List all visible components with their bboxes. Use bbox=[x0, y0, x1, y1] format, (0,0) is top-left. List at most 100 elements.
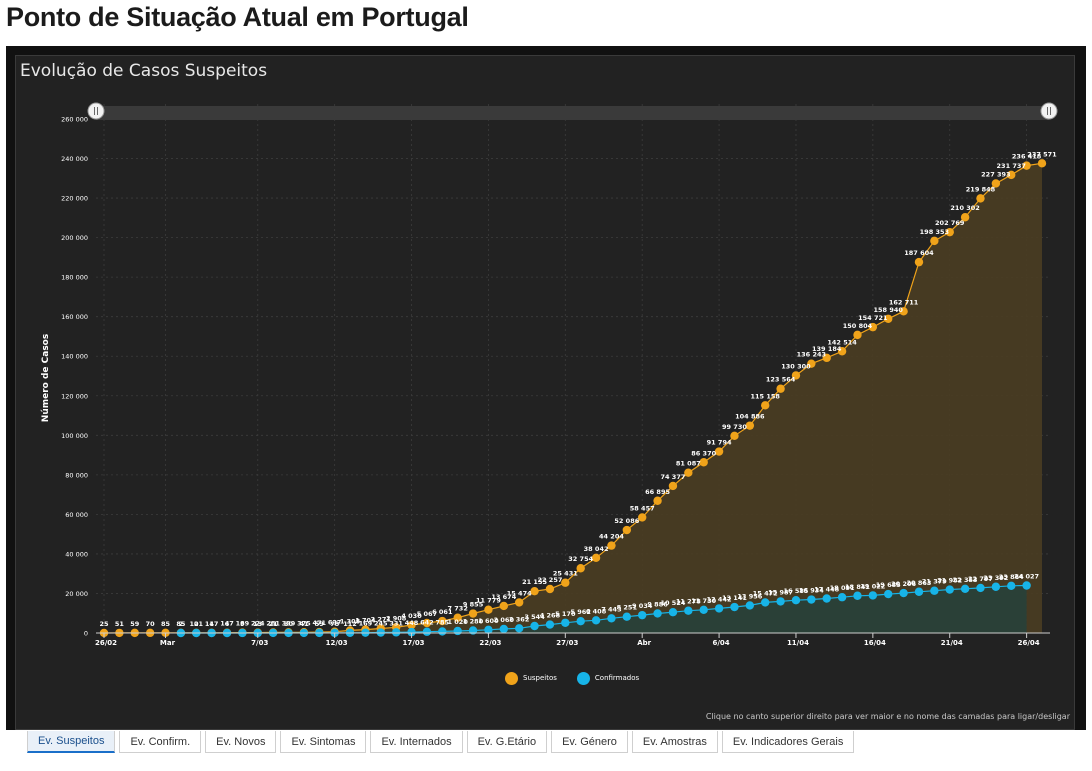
point-confirmados[interactable] bbox=[991, 582, 1001, 591]
point-confirmados[interactable] bbox=[699, 605, 708, 615]
point-suspeitos[interactable] bbox=[976, 194, 985, 203]
point-suspeitos[interactable] bbox=[745, 421, 755, 430]
point-suspeitos[interactable] bbox=[545, 584, 555, 594]
point-confirmados[interactable] bbox=[884, 589, 893, 599]
point-suspeitos[interactable] bbox=[1007, 170, 1016, 180]
point-suspeitos[interactable] bbox=[853, 330, 862, 340]
point-confirmados[interactable] bbox=[853, 591, 862, 600]
point-confirmados[interactable] bbox=[791, 596, 801, 605]
point-confirmados[interactable] bbox=[637, 610, 647, 620]
point-confirmados[interactable] bbox=[484, 625, 493, 635]
point-confirmados[interactable] bbox=[530, 621, 539, 631]
point-suspeitos[interactable] bbox=[484, 605, 493, 614]
point-confirmados[interactable] bbox=[899, 588, 908, 598]
point-confirmados[interactable] bbox=[438, 627, 447, 636]
point-confirmados[interactable] bbox=[622, 612, 632, 621]
x-tick-label: 22/03 bbox=[479, 639, 501, 647]
point-suspeitos[interactable] bbox=[714, 447, 724, 456]
point-suspeitos[interactable] bbox=[514, 598, 524, 607]
point-suspeitos[interactable] bbox=[530, 586, 539, 596]
point-confirmados[interactable] bbox=[807, 595, 816, 604]
point-confirmados[interactable] bbox=[422, 627, 432, 636]
legend-item-suspeitos[interactable]: Suspeitos bbox=[505, 671, 557, 685]
point-suspeitos[interactable] bbox=[668, 481, 678, 491]
point-confirmados[interactable] bbox=[499, 624, 509, 634]
tab-ev-confirm[interactable]: Ev. Confirm. bbox=[119, 731, 202, 753]
point-confirmados[interactable] bbox=[576, 617, 585, 626]
point-suspeitos[interactable] bbox=[407, 620, 416, 630]
tab-ev-sintomas[interactable]: Ev. Sintomas bbox=[280, 731, 367, 753]
legend-item-confirmados[interactable]: Confirmados bbox=[576, 671, 639, 685]
point-confirmados[interactable] bbox=[868, 591, 878, 600]
tab-ev-internados[interactable]: Ev. Internados bbox=[370, 731, 463, 753]
point-confirmados[interactable] bbox=[976, 583, 985, 593]
point-suspeitos[interactable] bbox=[991, 179, 1001, 188]
point-suspeitos[interactable] bbox=[791, 371, 801, 380]
tab-ev-novos[interactable]: Ev. Novos bbox=[205, 731, 277, 753]
point-confirmados[interactable] bbox=[1022, 581, 1031, 590]
point-confirmados[interactable] bbox=[837, 593, 847, 602]
tab-ev-suspeitos[interactable]: Ev. Suspeitos bbox=[27, 731, 116, 753]
point-suspeitos[interactable] bbox=[653, 496, 662, 505]
point-confirmados[interactable] bbox=[514, 624, 524, 633]
tab-ev-amostras[interactable]: Ev. Amostras bbox=[631, 731, 718, 753]
point-confirmados[interactable] bbox=[776, 597, 785, 606]
point-confirmados[interactable] bbox=[607, 614, 616, 623]
point-confirmados[interactable] bbox=[407, 627, 416, 637]
point-suspeitos[interactable] bbox=[468, 609, 478, 618]
point-suspeitos[interactable] bbox=[591, 553, 601, 562]
point-confirmados[interactable] bbox=[960, 584, 970, 594]
point-suspeitos[interactable] bbox=[837, 347, 847, 356]
point-suspeitos[interactable] bbox=[807, 359, 816, 368]
tab-ev-indicadores-gerais[interactable]: Ev. Indicadores Gerais bbox=[721, 731, 855, 753]
point-suspeitos[interactable] bbox=[699, 458, 708, 467]
point-suspeitos[interactable] bbox=[868, 322, 878, 332]
point-confirmados[interactable] bbox=[761, 598, 770, 607]
point-suspeitos[interactable] bbox=[453, 613, 462, 622]
point-suspeitos[interactable] bbox=[730, 431, 739, 441]
point-confirmados[interactable] bbox=[591, 616, 601, 625]
point-confirmados[interactable] bbox=[714, 604, 724, 613]
point-confirmados[interactable] bbox=[930, 586, 939, 595]
point-suspeitos[interactable] bbox=[899, 307, 908, 316]
point-confirmados[interactable] bbox=[453, 626, 462, 636]
range-scrollbar[interactable] bbox=[87, 102, 1058, 120]
point-suspeitos[interactable] bbox=[945, 227, 954, 237]
point-suspeitos[interactable] bbox=[561, 578, 570, 587]
point-suspeitos[interactable] bbox=[822, 353, 831, 363]
point-confirmados[interactable] bbox=[391, 628, 401, 637]
point-confirmados[interactable] bbox=[653, 609, 662, 618]
tab-ev-genero[interactable]: Ev. Género bbox=[551, 731, 628, 753]
point-suspeitos[interactable] bbox=[884, 314, 893, 323]
point-confirmados[interactable] bbox=[745, 601, 755, 610]
point-suspeitos[interactable] bbox=[637, 513, 647, 522]
point-confirmados[interactable] bbox=[668, 607, 678, 617]
point-confirmados[interactable] bbox=[561, 618, 570, 627]
point-suspeitos[interactable] bbox=[684, 468, 693, 477]
point-suspeitos[interactable] bbox=[914, 257, 924, 267]
point-confirmados[interactable] bbox=[914, 587, 924, 596]
point-confirmados[interactable] bbox=[945, 585, 954, 594]
tab-ev-getario[interactable]: Ev. G.Etário bbox=[466, 731, 548, 753]
point-suspeitos[interactable] bbox=[576, 564, 585, 573]
data-label-suspeitos: 2 271 bbox=[371, 616, 392, 624]
point-suspeitos[interactable] bbox=[422, 618, 432, 628]
point-suspeitos[interactable] bbox=[438, 616, 447, 626]
scrollbar-track[interactable] bbox=[96, 106, 1049, 120]
point-suspeitos[interactable] bbox=[930, 236, 939, 246]
point-confirmados[interactable] bbox=[545, 620, 555, 629]
point-suspeitos[interactable] bbox=[960, 213, 970, 222]
point-suspeitos[interactable] bbox=[622, 525, 632, 535]
point-suspeitos[interactable] bbox=[499, 601, 509, 611]
point-suspeitos[interactable] bbox=[776, 384, 785, 393]
point-suspeitos[interactable] bbox=[607, 541, 616, 550]
point-suspeitos[interactable] bbox=[1037, 159, 1047, 168]
scrollbar-handle-start[interactable] bbox=[87, 102, 105, 120]
point-suspeitos[interactable] bbox=[1022, 161, 1031, 170]
point-confirmados[interactable] bbox=[730, 602, 739, 612]
point-confirmados[interactable] bbox=[684, 606, 693, 615]
point-suspeitos[interactable] bbox=[761, 401, 770, 410]
point-confirmados[interactable] bbox=[822, 594, 831, 603]
scrollbar-handle-end[interactable] bbox=[1040, 102, 1058, 120]
point-confirmados[interactable] bbox=[1007, 581, 1016, 591]
